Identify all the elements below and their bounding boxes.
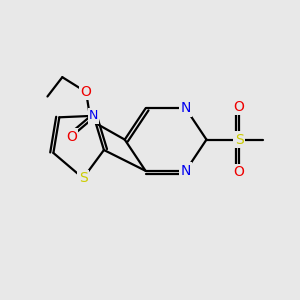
Text: S: S: [235, 133, 244, 147]
Text: O: O: [66, 130, 77, 144]
Text: N: N: [181, 101, 191, 116]
Text: O: O: [234, 165, 244, 179]
Text: S: S: [79, 171, 88, 185]
Text: N: N: [181, 164, 191, 178]
Text: N: N: [89, 109, 98, 122]
Text: O: O: [81, 85, 92, 99]
Text: O: O: [234, 100, 244, 114]
